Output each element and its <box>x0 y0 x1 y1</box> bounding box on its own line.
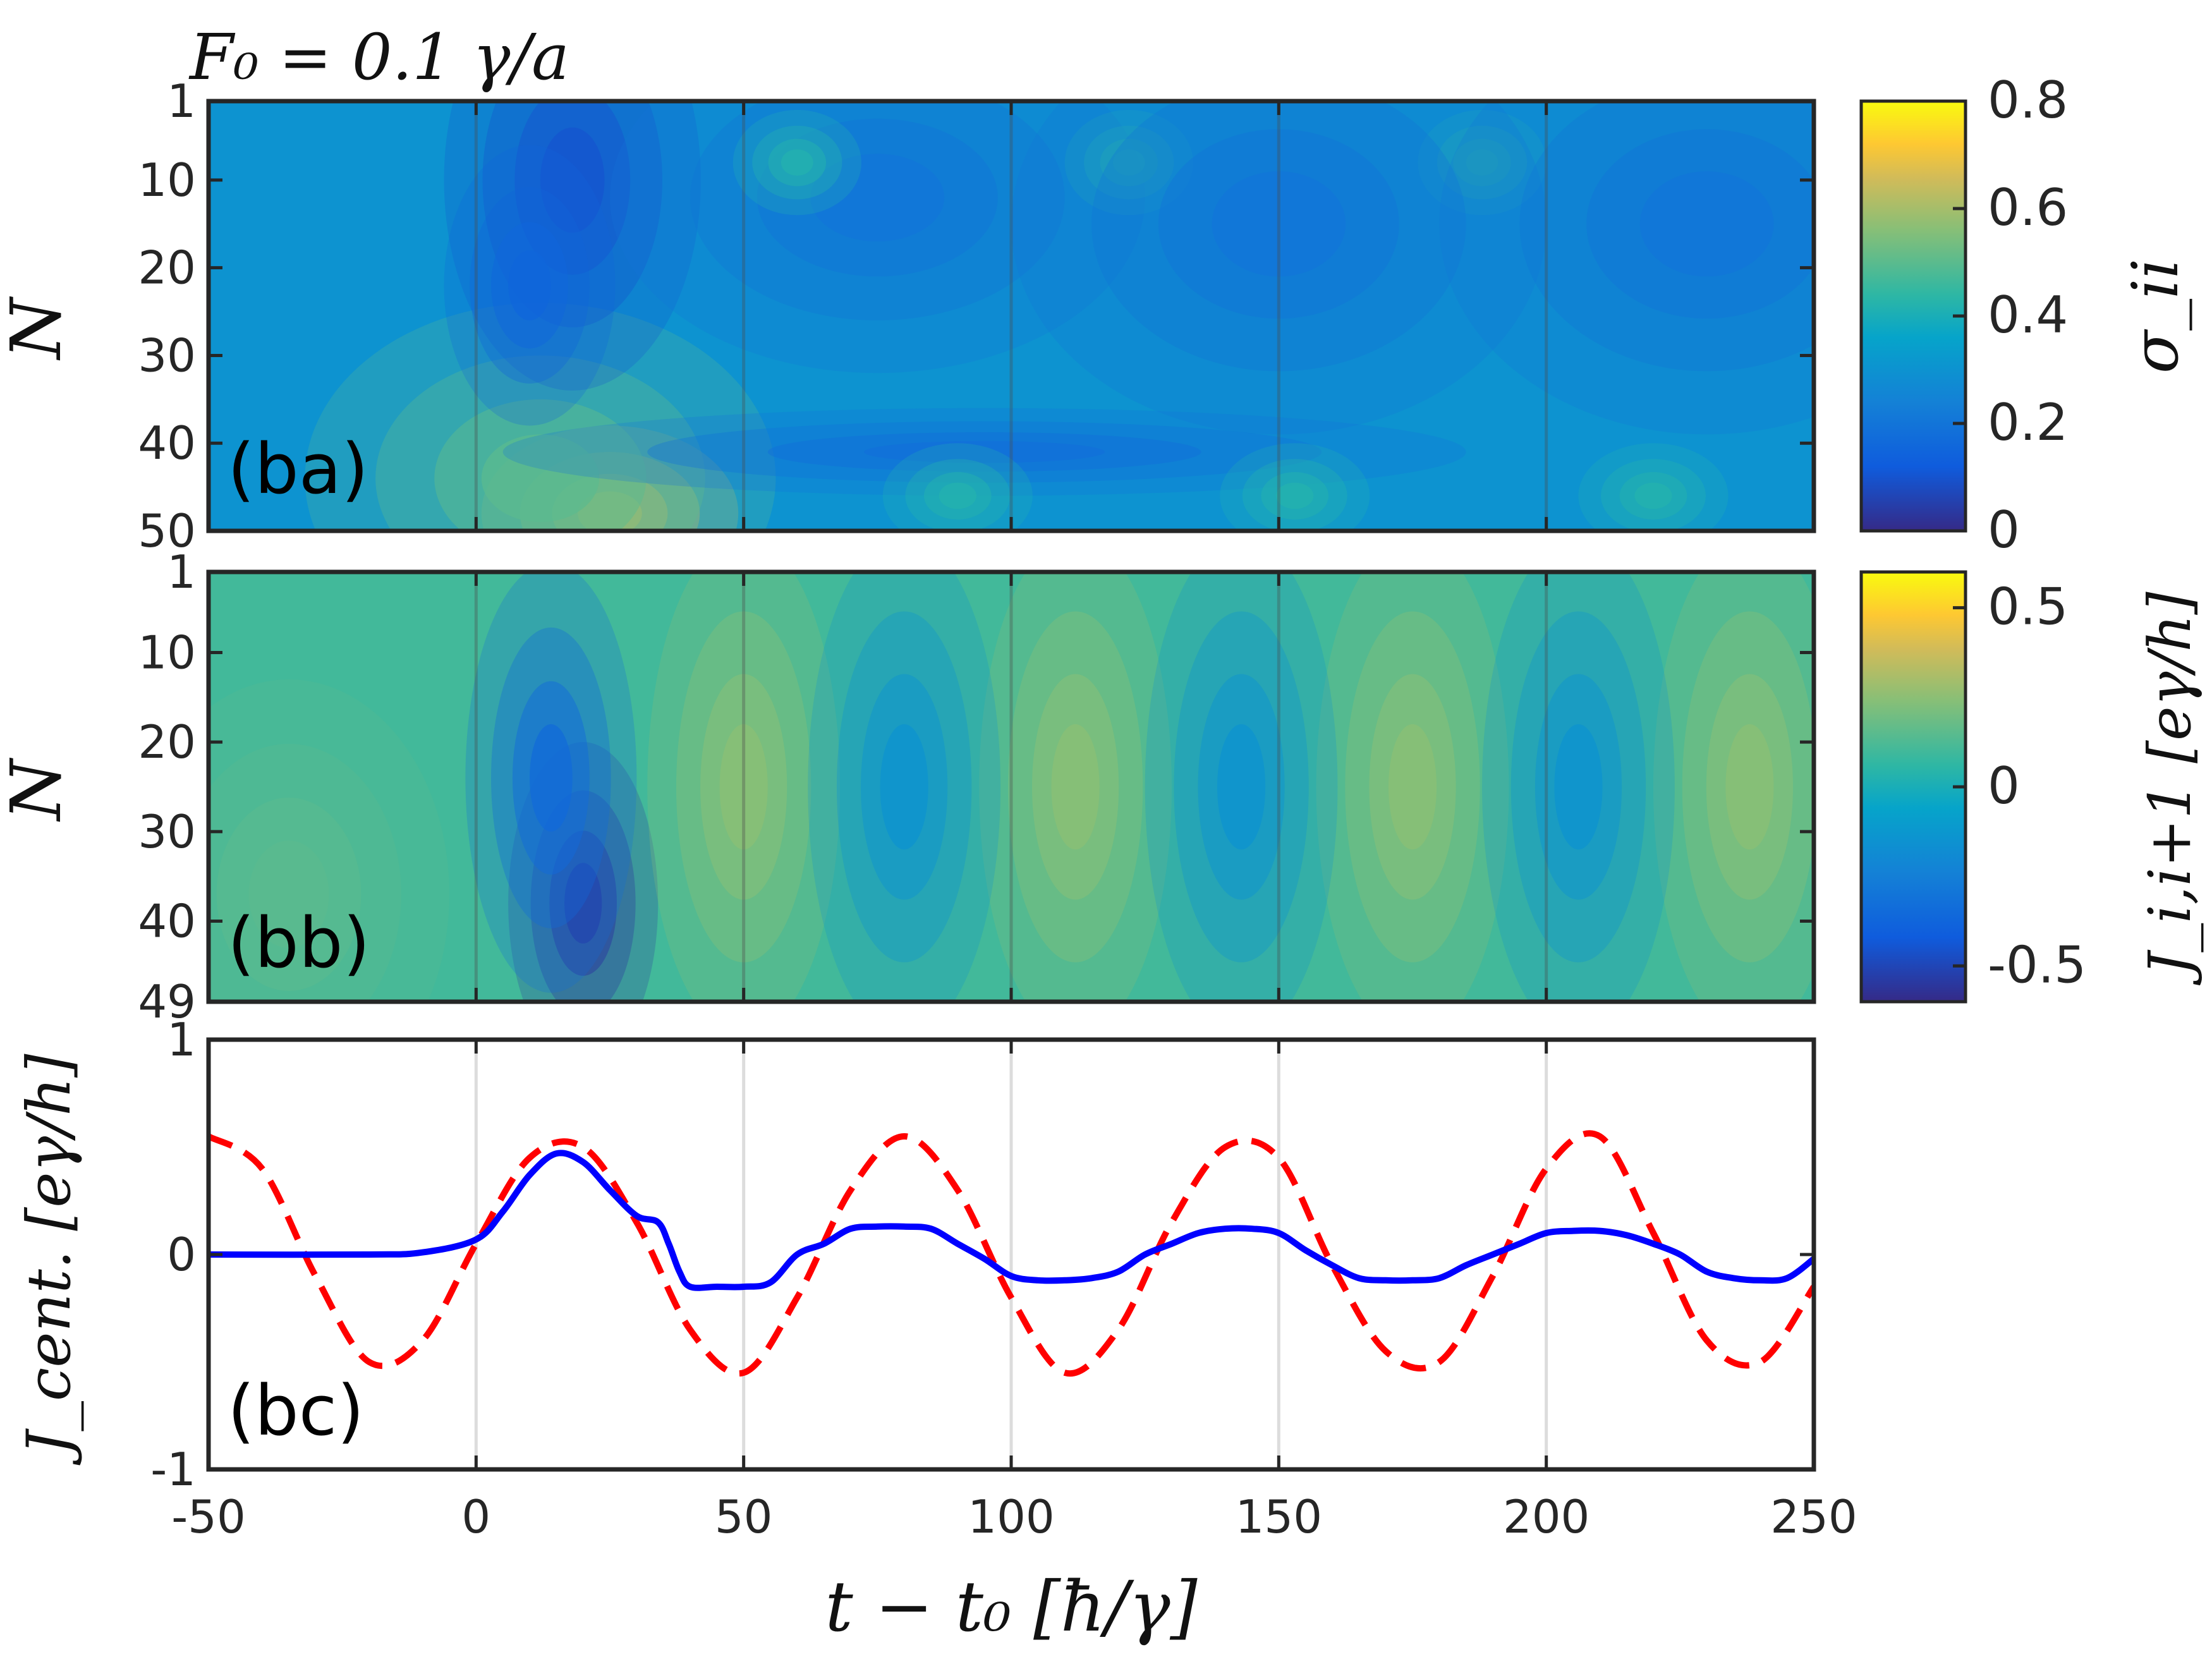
xtick-label: 150 <box>1236 1490 1322 1543</box>
ytick-label: 20 <box>138 715 196 769</box>
heatmap-feature <box>248 841 329 948</box>
heatmap-ba-features <box>305 101 1814 531</box>
heatmap-feature <box>540 127 605 233</box>
heatmap-bb-features <box>209 572 1814 1002</box>
ytick-label: 40 <box>138 416 196 470</box>
panel-ba: 1 10 20 30 40 50 N (ba) 0.8 0.6 0.4 0.2 0 σ_ii <box>0 71 2192 559</box>
colorbar-ba-label: σ_ii <box>2118 258 2192 374</box>
colorbar-tick-label: 0.8 <box>1988 71 2068 130</box>
heatmap-feature <box>1212 171 1346 277</box>
ytick-label: 40 <box>138 895 196 948</box>
xtick-label: -50 <box>171 1490 246 1543</box>
panel-bc-ylabel: J_cent. [eγ/h] <box>15 1054 84 1466</box>
ytick-label: 0 <box>167 1228 196 1281</box>
ytick-label: 49 <box>138 975 196 1028</box>
ytick-label: 1 <box>167 1013 196 1066</box>
heatmap-feature <box>1466 149 1498 176</box>
heatmap-feature <box>481 434 600 523</box>
heatmap-feature <box>781 149 813 176</box>
colorbar-bb-ticks: 0.5 0 -0.5 <box>1953 578 2086 994</box>
ytick-label: 1 <box>167 545 196 599</box>
figure-title: F₀ = 0.1 γ/a <box>188 20 569 94</box>
heatmap-bb-xticks <box>207 572 1816 1002</box>
heatmap-feature <box>864 441 1105 463</box>
colorbar-tick-label: -0.5 <box>1988 935 2086 994</box>
xtick-label: 200 <box>1503 1490 1589 1543</box>
xtick-label: 0 <box>461 1490 490 1543</box>
colorbar-tick-label: 0.6 <box>1988 178 2068 237</box>
ytick-label: 50 <box>138 504 196 557</box>
panel-ba-label: (ba) <box>228 428 368 509</box>
heatmap-feature <box>1051 724 1100 850</box>
heatmap-ba-yticks: 1 10 20 30 40 50 <box>138 75 1814 557</box>
heatmap-bb-time-lines <box>474 572 1548 1002</box>
ytick-label: 20 <box>138 241 196 295</box>
colorbar-tick-label: 0 <box>1988 501 2020 559</box>
panel-bc-label: (bc) <box>228 1370 364 1451</box>
solid-series-line <box>209 1150 1814 1291</box>
heatmap-ba-xticks <box>207 101 1816 531</box>
line-plot-bc-xticks: -50 0 50 100 150 200 250 <box>171 1040 1857 1543</box>
colorbar-tick-label: 0.4 <box>1988 286 2068 344</box>
x-axis-label: t − t₀ [ħ/γ] <box>825 1566 1198 1647</box>
colorbar-ba <box>1859 99 1967 533</box>
ytick-label: 1 <box>167 75 196 128</box>
heatmap-feature <box>1634 482 1672 509</box>
ytick-label: 10 <box>138 626 196 679</box>
colorbar-tick-label: 0.5 <box>1988 578 2068 636</box>
heatmap-feature <box>564 863 602 944</box>
heatmap-feature <box>719 724 768 850</box>
dashed-series-line <box>209 1130 1814 1377</box>
xtick-label: 250 <box>1770 1490 1857 1543</box>
heatmap-feature <box>1639 171 1774 277</box>
colorbar-tick-label: 0 <box>1988 757 2020 815</box>
ytick-label: -1 <box>150 1443 196 1496</box>
line-plot-bc-series <box>209 1130 1814 1377</box>
colorbar-ba-ticks: 0.8 0.6 0.4 0.2 0 <box>1953 71 2068 559</box>
panel-bc: 1 0 -1 -50 0 50 100 150 200 250 J_cent. [eγ/h] (… <box>15 1013 1857 1543</box>
colorbar-bb <box>1859 570 1967 1004</box>
colorbar-bb-label: J_i,i+1 [eγ/h] <box>2136 592 2204 985</box>
heatmap-feature <box>508 250 551 320</box>
ytick-label: 30 <box>138 329 196 382</box>
panel-bb: 1 10 20 30 40 49 N (bb) 0.5 0 -0.5 J_i,i+1 [eγ/… <box>0 545 2204 1028</box>
heatmap-feature <box>1112 149 1145 176</box>
heatmap-feature <box>939 482 976 509</box>
ytick-label: 30 <box>138 805 196 858</box>
heatmap-feature <box>1554 724 1603 850</box>
heatmap-feature <box>1276 482 1314 509</box>
xtick-label: 50 <box>715 1490 773 1543</box>
heatmap-feature <box>1388 724 1437 850</box>
panel-bb-ylabel: N <box>0 757 76 822</box>
heatmap-feature <box>530 724 573 832</box>
xtick-label: 100 <box>968 1490 1054 1543</box>
heatmap-feature <box>880 724 928 850</box>
colorbar-tick-label: 0.2 <box>1988 393 2068 452</box>
heatmap-bb-yticks: 1 10 20 30 40 49 <box>138 545 1814 1028</box>
line-plot-bc-grid <box>474 1040 1548 1469</box>
panel-bb-label: (bb) <box>228 902 370 983</box>
ytick-label: 10 <box>138 154 196 207</box>
heatmap-feature <box>810 154 945 242</box>
heatmap-feature <box>1217 724 1266 850</box>
panel-ba-ylabel: N <box>0 296 76 361</box>
heatmap-ba-time-lines <box>474 101 1548 531</box>
line-plot-bc-yticks: 1 0 -1 <box>150 1013 1814 1496</box>
heatmap-feature <box>1725 724 1774 850</box>
